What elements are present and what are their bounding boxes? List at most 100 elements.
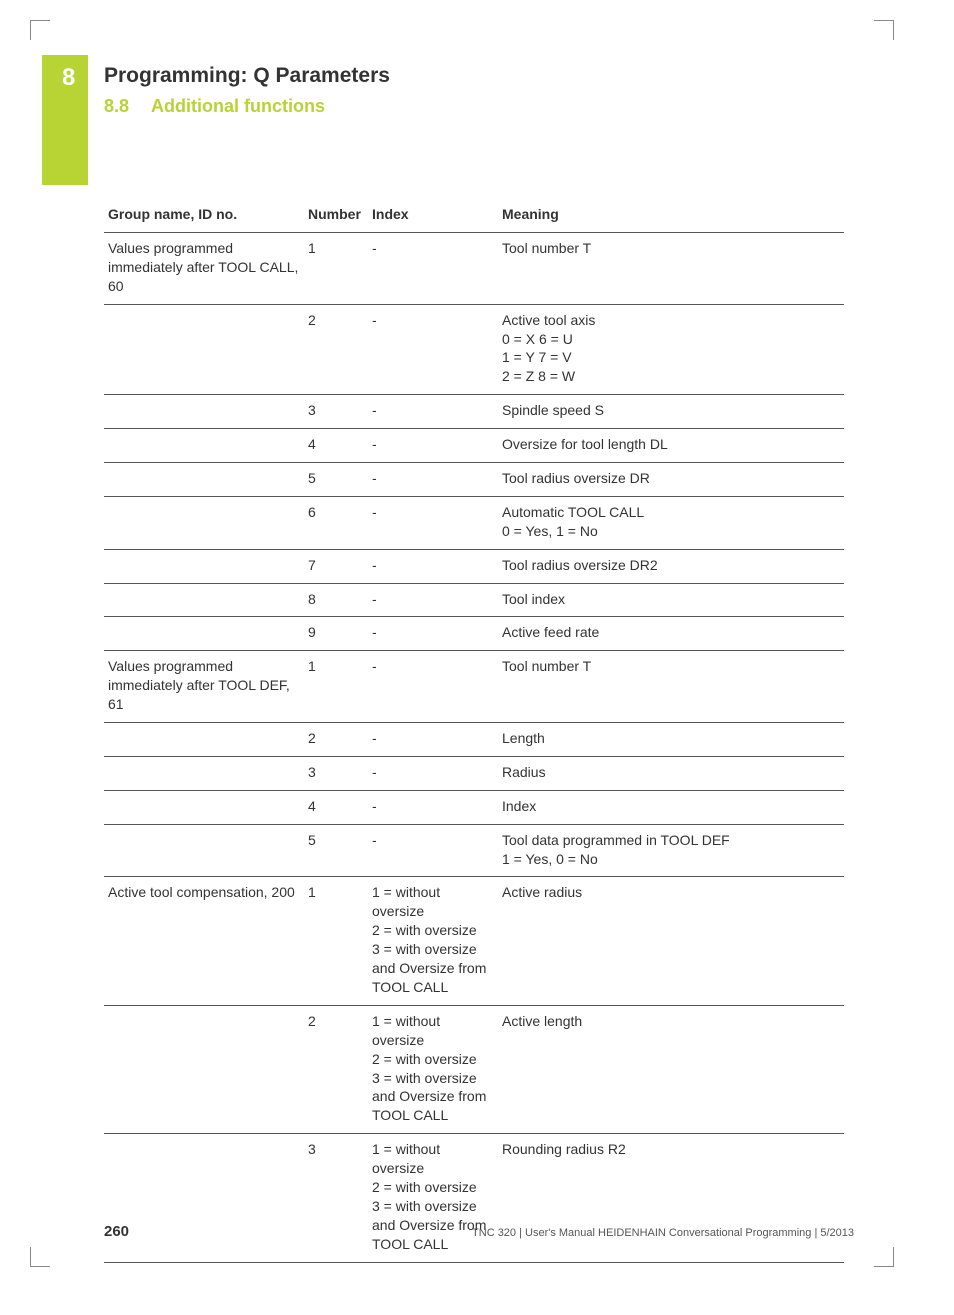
chapter-number: 8 [62,64,75,92]
cell-number: 1 [304,877,368,1005]
cell-group [104,496,304,549]
crop-mark [874,1247,894,1267]
crop-mark [874,20,894,40]
table-row: 3-Spindle speed S [104,395,844,429]
cell-index: - [368,429,498,463]
section-title: Additional functions [151,96,325,117]
page: 8 Programming: Q Parameters 8.8 Addition… [0,0,954,1315]
col-header-group: Group name, ID no. [104,200,304,233]
table-row: 4-Oversize for tool length DL [104,429,844,463]
cell-number: 1 [304,233,368,305]
table-row: 31 = without oversize 2 = with oversize … [104,1134,844,1262]
cell-meaning: Tool radius oversize DR2 [498,549,844,583]
cell-group [104,1005,304,1133]
cell-index: - [368,549,498,583]
cell-group [104,790,304,824]
cell-number: 3 [304,1134,368,1262]
cell-group [104,1134,304,1262]
cell-meaning: Tool radius oversize DR [498,463,844,497]
table-row: 3-Radius [104,756,844,790]
table-row: 8-Tool index [104,583,844,617]
table-row: 7-Tool radius oversize DR2 [104,549,844,583]
table-row: 5-Tool radius oversize DR [104,463,844,497]
table-row: Active tool compensation, 20011 = withou… [104,877,844,1005]
cell-meaning: Rounding radius R2 [498,1134,844,1262]
cell-group [104,723,304,757]
cell-meaning: Tool number T [498,651,844,723]
cell-index: 1 = without oversize 2 = with oversize 3… [368,877,498,1005]
table-row: 2-Length [104,723,844,757]
table-body: Values programmed immediately after TOOL… [104,233,844,1263]
cell-meaning: Active length [498,1005,844,1133]
table-row: 2-Active tool axis 0 = X 6 = U 1 = Y 7 =… [104,304,844,395]
table-row: Values programmed immediately after TOOL… [104,651,844,723]
cell-meaning: Tool number T [498,233,844,305]
cell-index: 1 = without oversize 2 = with oversize 3… [368,1134,498,1262]
cell-group [104,304,304,395]
cell-meaning: Index [498,790,844,824]
cell-index: - [368,395,498,429]
cell-number: 3 [304,395,368,429]
cell-group [104,549,304,583]
col-header-index: Index [368,200,498,233]
cell-meaning: Oversize for tool length DL [498,429,844,463]
table-row: 21 = without oversize 2 = with oversize … [104,1005,844,1133]
cell-number: 6 [304,496,368,549]
cell-number: 9 [304,617,368,651]
table-row: 5-Tool data programmed in TOOL DEF 1 = Y… [104,824,844,877]
table-row: Values programmed immediately after TOOL… [104,233,844,305]
cell-number: 5 [304,463,368,497]
cell-index: - [368,583,498,617]
cell-meaning: Length [498,723,844,757]
cell-index: - [368,304,498,395]
cell-group: Values programmed immediately after TOOL… [104,233,304,305]
cell-group: Active tool compensation, 200 [104,877,304,1005]
crop-mark [30,20,50,40]
table-header-row: Group name, ID no. Number Index Meaning [104,200,844,233]
cell-index: - [368,723,498,757]
cell-number: 3 [304,756,368,790]
section-number: 8.8 [104,96,129,117]
cell-number: 2 [304,723,368,757]
chapter-title: Programming: Q Parameters [104,64,390,88]
cell-number: 1 [304,651,368,723]
cell-meaning: Radius [498,756,844,790]
cell-index: 1 = without oversize 2 = with oversize 3… [368,1005,498,1133]
cell-number: 4 [304,790,368,824]
cell-group [104,824,304,877]
cell-meaning: Spindle speed S [498,395,844,429]
cell-number: 5 [304,824,368,877]
cell-meaning: Active radius [498,877,844,1005]
col-header-meaning: Meaning [498,200,844,233]
cell-number: 7 [304,549,368,583]
page-number: 260 [104,1223,129,1240]
cell-index: - [368,496,498,549]
cell-index: - [368,233,498,305]
cell-meaning: Automatic TOOL CALL 0 = Yes, 1 = No [498,496,844,549]
cell-meaning: Active tool axis 0 = X 6 = U 1 = Y 7 = V… [498,304,844,395]
doc-info: TNC 320 | User's Manual HEIDENHAIN Conve… [472,1227,854,1239]
cell-index: - [368,463,498,497]
table-row: 9-Active feed rate [104,617,844,651]
cell-index: - [368,756,498,790]
cell-group [104,395,304,429]
cell-index: - [368,617,498,651]
crop-mark [30,1247,50,1267]
cell-meaning: Tool index [498,583,844,617]
table-row: 6-Automatic TOOL CALL 0 = Yes, 1 = No [104,496,844,549]
parameters-table: Group name, ID no. Number Index Meaning … [104,200,844,1263]
section-heading: 8.8 Additional functions [104,96,325,117]
table-row: 4-Index [104,790,844,824]
cell-meaning: Active feed rate [498,617,844,651]
col-header-number: Number [304,200,368,233]
cell-group: Values programmed immediately after TOOL… [104,651,304,723]
cell-number: 2 [304,1005,368,1133]
cell-index: - [368,824,498,877]
cell-group [104,756,304,790]
cell-meaning: Tool data programmed in TOOL DEF 1 = Yes… [498,824,844,877]
cell-number: 8 [304,583,368,617]
cell-group [104,617,304,651]
cell-number: 2 [304,304,368,395]
cell-group [104,429,304,463]
page-footer: 260 TNC 320 | User's Manual HEIDENHAIN C… [104,1223,854,1240]
